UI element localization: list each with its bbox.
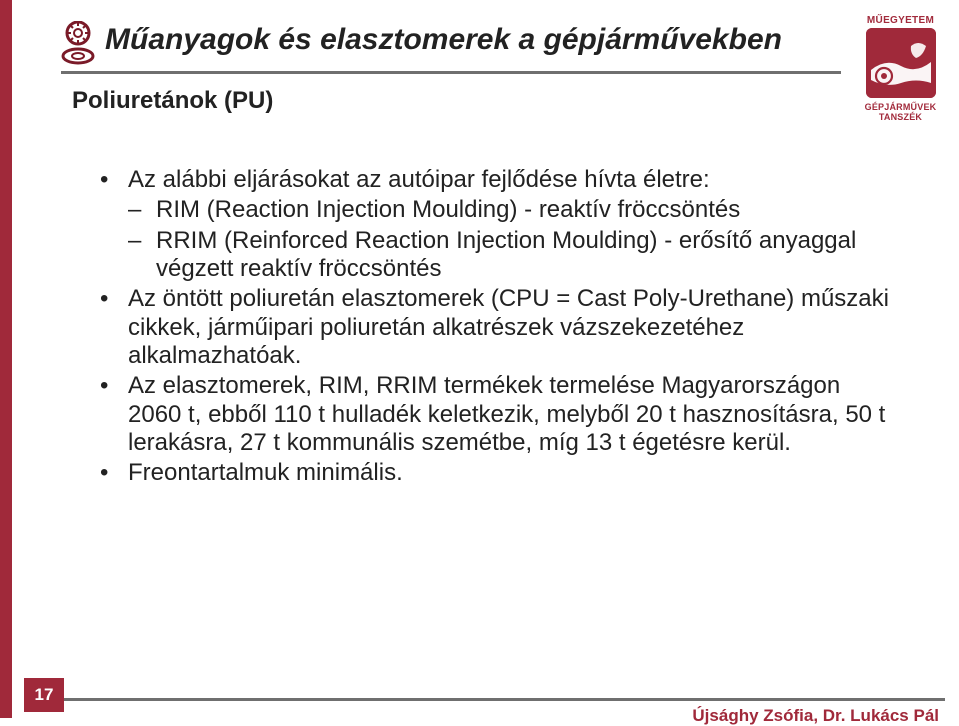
- bullet-text: Az elasztomerek, RIM, RRIM termékek term…: [128, 372, 885, 456]
- page-number-badge: 17: [24, 678, 64, 712]
- slide-subtitle: Poliuretánok (PU): [72, 87, 273, 115]
- bullet-text: Az öntött poliuretán elasztomerek (CPU =…: [128, 285, 889, 369]
- slide-footer: 17 Újsághy Zsófia, Dr. Lukács Pál: [0, 698, 959, 701]
- slide-header: Műanyagok és elasztomerek a gépjárművekb…: [61, 21, 841, 120]
- logo-bottom-line2: TANSZÉK: [879, 112, 922, 122]
- footer-rule: [25, 698, 945, 701]
- bullet-item: Az öntött poliuretán elasztomerek (CPU =…: [100, 285, 889, 370]
- left-accent-stripe: [0, 0, 12, 718]
- university-logo: MŰEGYETEM GÉPJÁRMŰVEK TANSZÉK: [854, 15, 947, 123]
- header-rule: [61, 71, 841, 74]
- sub-bullet-text: RRIM (Reinforced Reaction Injection Moul…: [156, 227, 856, 282]
- bullet-item: Freontartalmuk minimális.: [100, 459, 889, 487]
- slide-title: Műanyagok és elasztomerek a gépjárművekb…: [105, 23, 782, 57]
- sub-bullet-text: RIM (Reaction Injection Moulding) - reak…: [156, 196, 740, 223]
- bullet-item: Az alábbi eljárásokat az autóipar fejlőd…: [100, 166, 889, 283]
- logo-square: [866, 28, 936, 98]
- header-tire-icon: [61, 21, 95, 65]
- logo-top-label: MŰEGYETEM: [854, 15, 947, 26]
- sub-bullet-item: RIM (Reaction Injection Moulding) - reak…: [128, 196, 889, 224]
- bullet-text: Az alábbi eljárásokat az autóipar fejlőd…: [128, 166, 710, 193]
- sub-bullet-item: RRIM (Reinforced Reaction Injection Moul…: [128, 227, 889, 284]
- logo-bottom-line1: GÉPJÁRMŰVEK: [865, 102, 937, 112]
- logo-bottom-label: GÉPJÁRMŰVEK TANSZÉK: [865, 102, 937, 123]
- bullet-text: Freontartalmuk minimális.: [128, 459, 403, 486]
- slide-body: Az alábbi eljárásokat az autóipar fejlőd…: [100, 166, 889, 489]
- bullet-item: Az elasztomerek, RIM, RRIM termékek term…: [100, 372, 889, 457]
- footer-credits: Újsághy Zsófia, Dr. Lukács Pál: [692, 706, 939, 726]
